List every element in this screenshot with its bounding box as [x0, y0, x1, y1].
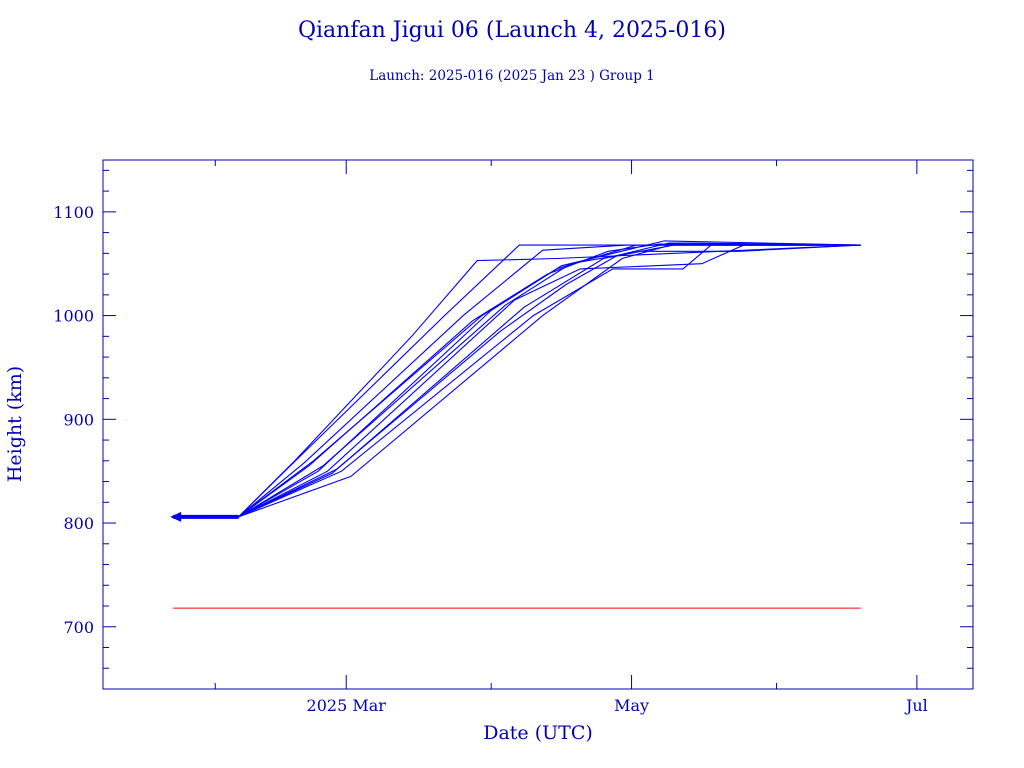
chart-title: Qianfan Jigui 06 (Launch 4, 2025-016) — [298, 18, 726, 43]
start-marker — [170, 511, 182, 522]
series-line — [173, 244, 861, 518]
axis-ticks — [103, 160, 973, 689]
series-line — [173, 244, 861, 518]
axis-tick-labels: 700 800 900 1000 1100 2025 Mar May Jul — [53, 203, 928, 715]
series-line — [173, 240, 861, 518]
y-tick-label: 800 — [63, 514, 94, 533]
chart-subtitle: Launch: 2025-016 (2025 Jan 23 ) Group 1 — [369, 68, 654, 84]
series-line — [173, 244, 861, 518]
y-tick-label: 1000 — [53, 307, 94, 326]
y-tick-label: 700 — [63, 618, 94, 637]
series-line — [173, 243, 861, 518]
y-tick-label: 900 — [63, 410, 94, 429]
orbit-series — [170, 240, 861, 522]
series-line — [173, 242, 861, 518]
x-tick-label: Jul — [904, 696, 928, 715]
x-axis-label: Date (UTC) — [483, 722, 593, 744]
series-line — [173, 244, 861, 518]
series-line — [173, 244, 861, 518]
series-line — [173, 242, 861, 518]
series-line — [173, 244, 861, 518]
series-line — [173, 244, 861, 518]
y-tick-label: 1100 — [53, 203, 94, 222]
y-axis-label: Height (km) — [4, 366, 26, 482]
x-tick-label: 2025 Mar — [307, 696, 387, 715]
series-line — [173, 244, 861, 518]
plot-frame — [102, 159, 974, 690]
x-tick-label: May — [614, 696, 649, 715]
